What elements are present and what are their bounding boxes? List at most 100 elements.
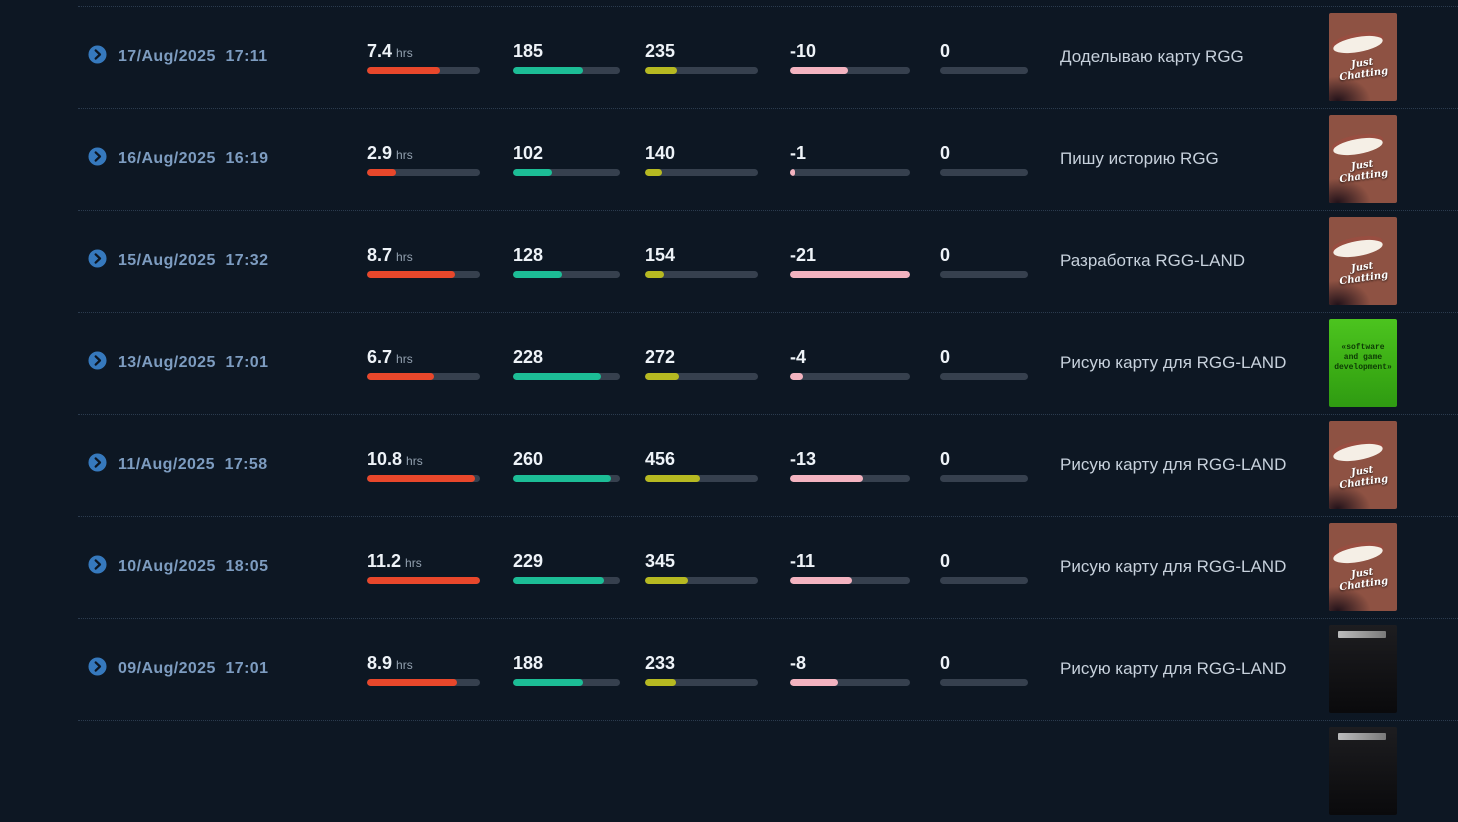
avg-viewers-value: 229 (513, 550, 544, 571)
metric-duration: 11.2 hrs (367, 551, 513, 584)
stream-thumbnail[interactable]: Just Chatting (1329, 421, 1397, 509)
duration-bar-fill (367, 576, 480, 584)
avg-viewers-bar-fill (513, 270, 563, 278)
stream-thumbnail[interactable]: Just Chatting (1329, 13, 1397, 101)
thumbnail-cell: Just Chatting (1329, 523, 1397, 611)
stream-thumbnail[interactable]: Just Chatting (1329, 217, 1397, 305)
metric-duration: 10.8 hrs (367, 449, 513, 482)
duration-bar-fill (367, 474, 476, 482)
metric-other: 0 (940, 41, 1060, 74)
metric-avg-viewers: 228 (513, 347, 645, 380)
followers-change-bar-fill (790, 168, 795, 176)
peak-viewers-bar-fill (645, 678, 676, 686)
expand-row-button[interactable] (88, 45, 107, 64)
metric-followers-change: -11 (790, 551, 940, 584)
metric-other: 0 (940, 347, 1060, 380)
expand-row-button[interactable] (88, 249, 107, 268)
stream-row: 15/Aug/2025 17:32 8.7 hrs 128 154 -21 0 … (0, 210, 1458, 312)
thumbnail-smile-shape (1332, 32, 1384, 57)
expand-row-button[interactable] (88, 351, 107, 370)
expand-row-button[interactable] (88, 657, 107, 676)
stream-date: 09/Aug/2025 17:01 (118, 660, 269, 677)
stream-row: 09/Aug/2025 17:01 8.9 hrs 188 233 -8 0 Р… (0, 618, 1458, 720)
followers-change-value: -13 (790, 448, 817, 469)
thumbnail-cell: «software and game development» (1329, 319, 1397, 407)
stream-date: 17/Aug/2025 17:11 (118, 48, 268, 65)
followers-change-bar (790, 168, 910, 176)
thumbnail-cell (1329, 727, 1397, 815)
peak-viewers-bar (645, 66, 758, 74)
avg-viewers-bar (513, 474, 620, 482)
followers-change-bar (790, 66, 910, 74)
expand-row-button[interactable] (88, 147, 107, 166)
stream-thumbnail[interactable]: Just Chatting (1329, 523, 1397, 611)
metric-avg-viewers: 188 (513, 653, 645, 686)
followers-change-bar (790, 474, 910, 482)
peak-viewers-value: 235 (645, 40, 676, 61)
duration-value: 7.4 (367, 40, 393, 61)
metric-avg-viewers: 229 (513, 551, 645, 584)
metric-duration: 8.9 hrs (367, 653, 513, 686)
followers-change-bar-fill (790, 270, 910, 278)
duration-bar (367, 372, 480, 380)
duration-value: 10.8 (367, 448, 403, 469)
followers-change-bar-fill (790, 576, 853, 584)
expand-row-button[interactable] (88, 453, 107, 472)
duration-value: 2.9 (367, 142, 393, 163)
duration-bar-fill (367, 372, 434, 380)
stream-thumbnail[interactable] (1329, 625, 1397, 713)
stream-title: Рисую карту для RGG-LAND (1060, 659, 1287, 678)
stream-date: 15/Aug/2025 17:32 (118, 252, 269, 269)
stream-thumbnail[interactable] (1329, 727, 1397, 815)
metric-other: 0 (940, 449, 1060, 482)
stream-title: Пишу историю RGG (1060, 149, 1219, 168)
chevron-circle-right-icon (88, 351, 107, 370)
followers-change-bar (790, 270, 910, 278)
metric-peak-viewers: 154 (645, 245, 790, 278)
stream-thumbnail[interactable]: «software and game development» (1329, 319, 1397, 407)
thumbnail-cell: Just Chatting (1329, 13, 1397, 101)
peak-viewers-bar (645, 678, 758, 686)
stream-title: Рисую карту для RGG-LAND (1060, 353, 1287, 372)
duration-value: 8.9 (367, 652, 393, 673)
metric-other: 0 (940, 551, 1060, 584)
peak-viewers-bar-fill (645, 372, 679, 380)
expand-row-button[interactable] (88, 555, 107, 574)
metric-avg-viewers: 185 (513, 41, 645, 74)
duration-unit: hrs (396, 657, 413, 672)
duration-bar-fill (367, 270, 456, 278)
metric-peak-viewers: 272 (645, 347, 790, 380)
avg-viewers-value: 102 (513, 142, 544, 163)
peak-viewers-value: 272 (645, 346, 676, 367)
duration-bar (367, 474, 480, 482)
thumbnail-smile-shape (1332, 440, 1384, 465)
stream-row (0, 720, 1458, 822)
stream-date: 13/Aug/2025 17:01 (118, 354, 269, 371)
followers-change-value: -1 (790, 142, 807, 163)
stream-date: 10/Aug/2025 18:05 (118, 558, 269, 575)
duration-bar (367, 168, 480, 176)
thumbnail-label: Just Chatting (1338, 566, 1389, 594)
metric-peak-viewers: 233 (645, 653, 790, 686)
other-bar (940, 168, 1028, 176)
other-value: 0 (940, 244, 951, 265)
thumbnail-smile-shape (1332, 542, 1384, 567)
thumbnail-cell: Just Chatting (1329, 217, 1397, 305)
duration-bar-fill (367, 66, 441, 74)
metric-duration: 2.9 hrs (367, 143, 513, 176)
followers-change-value: -10 (790, 40, 817, 61)
thumbnail-label: «software and game development» (1334, 343, 1392, 372)
stream-thumbnail[interactable]: Just Chatting (1329, 115, 1397, 203)
stream-row: 11/Aug/2025 17:58 10.8 hrs 260 456 -13 0… (0, 414, 1458, 516)
metric-avg-viewers: 260 (513, 449, 645, 482)
metric-followers-change: -21 (790, 245, 940, 278)
other-value: 0 (940, 346, 951, 367)
stream-title: Рисую карту для RGG-LAND (1060, 557, 1287, 576)
thumbnail-label: Just Chatting (1338, 56, 1389, 84)
thumbnail-label: Just Chatting (1338, 158, 1389, 186)
chevron-circle-right-icon (88, 45, 107, 64)
followers-change-bar-fill (790, 474, 864, 482)
stream-title: Разработка RGG-LAND (1060, 251, 1246, 270)
stream-row: 17/Aug/2025 17:11 7.4 hrs 185 235 -10 0 … (0, 6, 1458, 108)
